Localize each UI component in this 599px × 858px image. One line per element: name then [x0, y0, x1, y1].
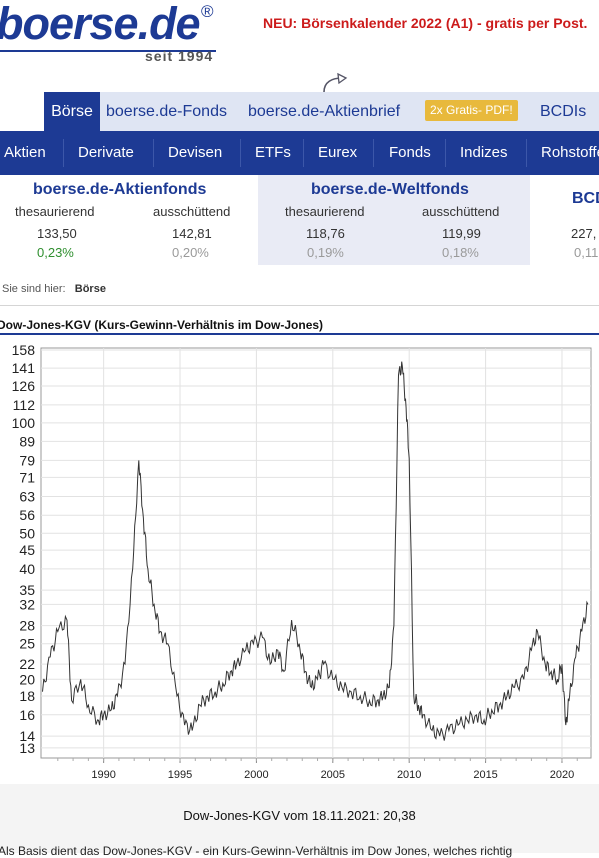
y-tick-label: 56 [19, 507, 35, 523]
x-tick-label: 1990 [91, 769, 115, 781]
tab-boerse[interactable]: Börse [44, 92, 100, 131]
nav-indizes[interactable]: Indizes [460, 144, 508, 161]
plot-area [40, 347, 592, 759]
header: boerse.de ® seit 1994 NEU: Börsenkalende… [0, 0, 599, 95]
nav-fonds[interactable]: Fonds [389, 144, 431, 161]
heading-underline [0, 333, 599, 335]
nav-etfs[interactable]: ETFs [255, 144, 291, 161]
x-tick-label: 2020 [550, 769, 574, 781]
y-tick-label: 112 [13, 397, 36, 413]
fund-share-class: thesaurierend [15, 204, 95, 219]
y-tick-label: 126 [12, 378, 36, 394]
y-tick-label: 158 [12, 342, 36, 358]
y-tick-label: 13 [19, 740, 35, 756]
fund-box-bcdi[interactable]: BCDI 227, 0,11 [530, 175, 599, 265]
fund-change: 0,23% [37, 245, 74, 260]
y-tick-label: 50 [19, 525, 35, 541]
nav-separator [445, 139, 446, 167]
logo[interactable]: boerse.de [0, 0, 201, 49]
fund-price: 142,81 [172, 226, 212, 241]
divider [0, 305, 599, 306]
fund-box-aktienfonds[interactable]: boerse.de-Aktienfonds thesaurierend auss… [0, 175, 258, 265]
breadcrumb: Sie sind hier: Börse [2, 283, 106, 295]
y-tick-label: 141 [12, 360, 36, 376]
chart-caption: Dow-Jones-KGV vom 18.11.2021: 20,38 [183, 808, 416, 823]
since-label: seit 1994 [145, 48, 214, 64]
y-tick-label: 14 [19, 728, 35, 744]
chart-heading: Dow-Jones-KGV (Kurs-Gewinn-Verhältnis im… [0, 318, 324, 332]
nav-eurex[interactable]: Eurex [318, 144, 358, 161]
nav-separator [63, 139, 64, 167]
y-tick-label: 22 [19, 656, 35, 672]
fund-share-class: thesaurierend [285, 204, 365, 219]
fund-price: 118,76 [306, 226, 345, 241]
series-line-dow-jones-kgv [42, 361, 589, 741]
registered-mark: ® [201, 2, 214, 21]
fund-title[interactable]: BCDI [572, 190, 599, 207]
category-nav: Aktien Derivate Devisen ETFs Eurex Fonds… [0, 131, 599, 175]
nav-derivate[interactable]: Derivate [78, 144, 134, 161]
nav-separator [303, 139, 304, 167]
nav-separator [153, 139, 154, 167]
fund-change: 0,18% [442, 245, 479, 260]
x-tick-label: 1995 [168, 769, 192, 781]
article-text: Als Basis dient das Dow-Jones-KGV - ein … [0, 844, 513, 858]
y-tick-label: 16 [19, 707, 35, 723]
y-tick-label: 79 [19, 452, 35, 468]
tab-boerse-fonds[interactable]: boerse.de-Fonds [106, 103, 227, 120]
fund-change: 0,20% [172, 245, 209, 260]
gratis-pdf-badge[interactable]: 2x Gratis- PDF! [425, 100, 518, 121]
y-tick-label: 25 [19, 636, 35, 652]
caption-bar [0, 784, 599, 853]
x-tick-label: 2010 [397, 769, 421, 781]
y-tick-label: 20 [19, 671, 35, 687]
y-tick-label: 71 [19, 469, 35, 485]
logo-underline [0, 50, 216, 52]
nav-aktien[interactable]: Aktien [4, 144, 46, 161]
y-tick-label: 63 [19, 488, 35, 504]
fund-change: 0,11 [574, 245, 599, 260]
fund-share-class: ausschüttend [153, 204, 231, 219]
y-tick-label: 40 [19, 561, 35, 577]
tab-bcdis[interactable]: BCDIs [540, 103, 587, 120]
x-tick-label: 2005 [321, 769, 345, 781]
fund-title[interactable]: boerse.de-Weltfonds [311, 181, 469, 198]
x-tick-label: 2000 [244, 769, 268, 781]
promo-link[interactable]: NEU: Börsenkalender 2022 (A1) - gratis p… [263, 15, 588, 31]
y-tick-label: 32 [19, 596, 35, 612]
y-tick-label: 28 [19, 618, 35, 634]
fund-title[interactable]: boerse.de-Aktienfonds [33, 181, 207, 198]
y-tick-label: 89 [19, 433, 35, 449]
y-tick-label: 100 [12, 415, 36, 431]
nav-devisen[interactable]: Devisen [168, 144, 223, 161]
main-tabs: Börse boerse.de-Fonds boerse.de-Aktienbr… [0, 92, 599, 131]
y-tick-label: 35 [19, 582, 35, 598]
fund-change: 0,19% [307, 245, 344, 260]
y-tick-label: 45 [19, 542, 35, 558]
fund-price: 119,99 [442, 226, 481, 241]
breadcrumb-current[interactable]: Börse [74, 283, 106, 295]
x-tick-label: 2015 [473, 769, 497, 781]
breadcrumb-prefix: Sie sind hier: [2, 283, 66, 295]
tab-aktienbrief[interactable]: boerse.de-Aktienbrief [248, 103, 401, 120]
fund-price: 133,50 [37, 226, 77, 241]
fund-box-weltfonds[interactable]: boerse.de-Weltfonds thesaurierend aussch… [258, 175, 530, 265]
nav-separator [240, 139, 241, 167]
fund-ticker: boerse.de-Aktienfonds thesaurierend auss… [0, 175, 599, 265]
nav-separator [526, 139, 527, 167]
nav-separator [373, 139, 374, 167]
tabs-spacer [0, 92, 44, 131]
fund-price: 227, [571, 226, 597, 241]
nav-rohstoffe[interactable]: Rohstoffe [541, 144, 599, 161]
fund-share-class: ausschüttend [422, 204, 500, 219]
y-tick-label: 18 [19, 688, 35, 704]
